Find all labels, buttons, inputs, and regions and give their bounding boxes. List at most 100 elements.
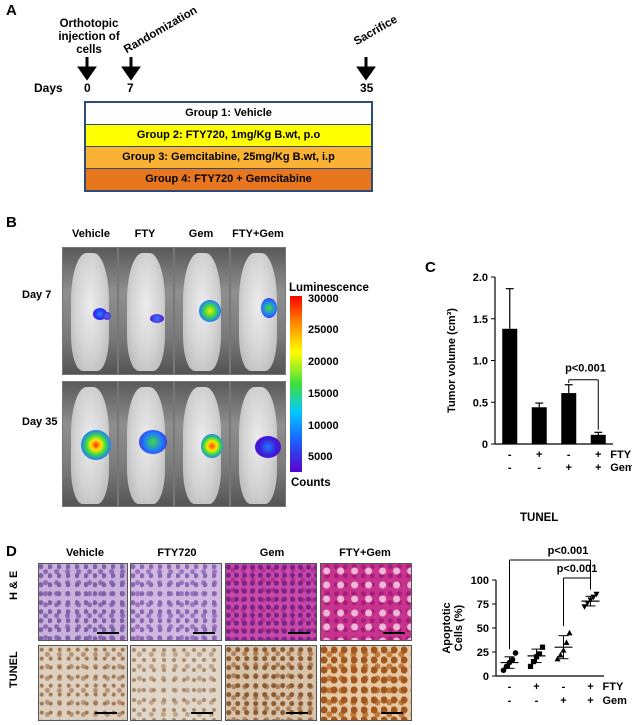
column-header: Gem <box>259 547 285 559</box>
y-tick-label: 0 <box>482 439 488 451</box>
data-point <box>503 663 510 670</box>
data-point <box>512 650 519 656</box>
mouse-image-vehicle-day7 <box>62 247 118 375</box>
condition-sign: - <box>567 449 571 461</box>
data-point <box>593 591 600 598</box>
arrow-down-icon <box>77 57 97 81</box>
condition-sign: + <box>595 462 601 474</box>
group-row: Group 4: FTY720 + Gemcitabine <box>86 169 371 190</box>
mouse-image-gem-day35 <box>174 381 230 507</box>
condition-sign: + <box>536 449 542 461</box>
condition-sign: - <box>508 449 512 461</box>
y-axis-label: Tumor volume (cm³) <box>446 308 458 413</box>
colorbar-title: Luminescence <box>289 282 369 294</box>
column-header: Vehicle <box>72 228 110 240</box>
tunel-image-gem <box>225 645 317 721</box>
condition-label: Gem <box>603 695 628 707</box>
annotation-label: p<0.001 <box>565 363 606 375</box>
data-point <box>554 655 561 662</box>
data-point <box>527 663 534 669</box>
condition-sign: + <box>560 695 566 707</box>
colorbar-tick: 30000 <box>308 293 339 305</box>
colorbar-unit: Counts <box>291 477 331 489</box>
he-image-vehicle <box>38 563 128 641</box>
condition-sign: + <box>587 695 593 707</box>
tunel-image-vehicle <box>38 645 128 721</box>
column-header: FTY720 <box>157 547 197 559</box>
he-image-ftygem <box>320 563 412 641</box>
injection-label: Orthotopic injection of cells <box>58 18 120 56</box>
condition-sign: - <box>508 681 512 693</box>
data-point <box>536 651 543 657</box>
bar <box>531 407 547 444</box>
data-point <box>530 659 537 665</box>
day-tick: 0 <box>84 81 91 95</box>
condition-sign: - <box>508 462 512 474</box>
tunel-image-ftygem <box>320 645 412 721</box>
condition-label: Gem <box>610 462 632 474</box>
panel-a-letter: A <box>6 2 17 19</box>
mouse-image-ftygem-day35 <box>230 381 286 507</box>
data-point <box>563 639 570 645</box>
mouse-image-ftygem-day7 <box>230 247 286 375</box>
group-row: Group 3: Gemcitabine, 25mg/Kg B.wt, i.p <box>86 147 371 169</box>
row-label-day35: Day 35 <box>22 416 58 428</box>
treatment-groups-table: Group 1: Vehicle Group 2: FTY720, 1mg/Kg… <box>84 101 373 192</box>
bar <box>590 434 606 444</box>
condition-sign: + <box>587 681 593 693</box>
bar <box>502 328 518 444</box>
colorbar-tick: 25000 <box>308 324 339 336</box>
apoptotic-cells-chart: 0 25 50 75 100 Apoptotic Cells (%) - + - + FTY - - + + G… <box>441 545 628 707</box>
y-tick-label: 0 <box>483 671 489 683</box>
condition-sign: + <box>533 681 539 693</box>
column-header: FTY+Gem <box>232 228 284 240</box>
day-tick: 7 <box>127 81 134 95</box>
row-label-tunel: TUNEL <box>8 651 20 688</box>
day-tick: 35 <box>360 81 374 95</box>
mouse-image-vehicle-day35 <box>62 381 118 507</box>
y-axis-label: Cells (%) <box>453 604 465 651</box>
column-header: FTY <box>134 228 156 240</box>
condition-sign: - <box>508 695 512 707</box>
colorbar <box>290 296 302 472</box>
y-tick-label: 0.5 <box>473 397 488 409</box>
data-point <box>581 604 588 610</box>
arrow-down-icon <box>356 57 376 81</box>
condition-label: FTY <box>610 449 631 461</box>
y-axis-label: Apoptotic <box>441 602 453 653</box>
annotation-label: p<0.001 <box>548 545 589 557</box>
column-header: Vehicle <box>66 547 104 559</box>
colorbar-tick: 20000 <box>308 356 339 368</box>
tunel-image-fty720 <box>130 645 222 721</box>
row-label-day7: Day 7 <box>22 289 52 301</box>
row-label-he: H & E <box>8 570 20 600</box>
tunel-chart-title: TUNEL <box>520 512 559 524</box>
y-tick-label: 1.5 <box>473 314 488 326</box>
y-tick-label: 50 <box>477 623 489 635</box>
he-image-fty720 <box>130 563 222 641</box>
colorbar-tick: 10000 <box>308 420 339 432</box>
colorbar-tick: 5000 <box>308 451 333 463</box>
y-tick-label: 75 <box>477 599 489 611</box>
mouse-image-gem-day7 <box>174 247 230 375</box>
condition-sign: + <box>595 449 601 461</box>
condition-sign: - <box>537 462 541 474</box>
condition-sign: - <box>562 681 566 693</box>
bar <box>561 393 577 444</box>
annotation-label: p<0.001 <box>557 563 598 575</box>
he-image-gem <box>225 563 317 641</box>
colorbar-tick: 15000 <box>308 388 339 400</box>
panel-b-letter: B <box>6 214 17 231</box>
panel-c-letter: C <box>425 259 436 276</box>
condition-label: FTY <box>603 681 624 693</box>
days-label: Days <box>34 81 63 95</box>
timeline-arrows <box>77 57 376 81</box>
arrow-down-icon <box>121 57 141 81</box>
mouse-image-fty-day7 <box>118 247 174 375</box>
data-point <box>539 644 546 650</box>
data-point <box>566 629 573 636</box>
mouse-image-fty-day35 <box>118 381 174 507</box>
y-tick-label: 2.0 <box>473 272 488 284</box>
condition-sign: - <box>535 695 539 707</box>
